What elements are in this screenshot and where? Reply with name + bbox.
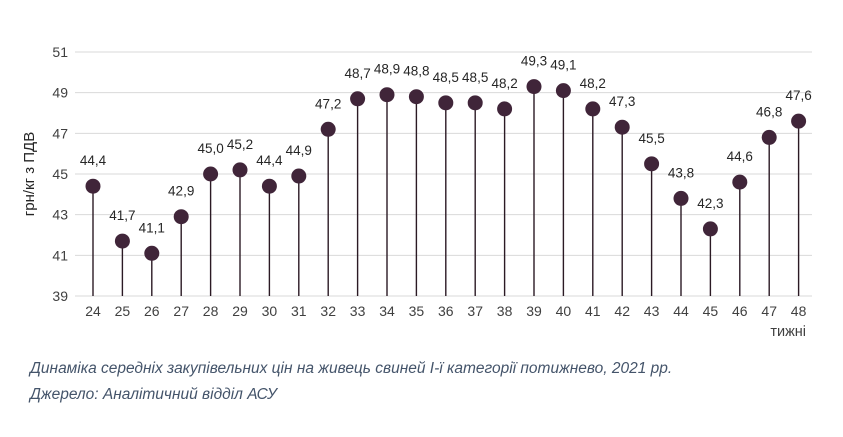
y-tick-label: 49 bbox=[52, 85, 68, 101]
x-tick-label: 40 bbox=[556, 303, 572, 319]
data-point bbox=[232, 162, 248, 178]
value-label: 48,9 bbox=[374, 62, 400, 77]
x-tick-label: 33 bbox=[350, 303, 366, 319]
caption: Динаміка середніх закупівельних цін на ж… bbox=[30, 356, 672, 408]
y-tick-label: 41 bbox=[52, 247, 68, 263]
value-label: 47,3 bbox=[609, 94, 635, 109]
value-label: 48,2 bbox=[491, 76, 517, 91]
data-point bbox=[702, 221, 718, 237]
x-tick-label: 42 bbox=[614, 303, 630, 319]
value-label: 48,5 bbox=[462, 70, 488, 85]
data-point bbox=[526, 79, 542, 95]
y-tick-label: 51 bbox=[52, 44, 68, 60]
data-point bbox=[379, 87, 395, 103]
x-tick-label: 35 bbox=[409, 303, 425, 319]
data-point bbox=[408, 89, 424, 105]
y-tick-label: 39 bbox=[52, 288, 68, 304]
value-label: 48,2 bbox=[580, 76, 606, 91]
data-point bbox=[261, 178, 277, 194]
x-tick-label: 34 bbox=[379, 303, 395, 319]
x-tick-label: 25 bbox=[115, 303, 131, 319]
x-tick-label: 36 bbox=[438, 303, 454, 319]
y-tick-label: 45 bbox=[52, 166, 68, 182]
value-label: 49,3 bbox=[521, 54, 547, 69]
x-tick-label: 32 bbox=[320, 303, 336, 319]
value-label: 45,2 bbox=[227, 137, 253, 152]
data-point bbox=[144, 245, 160, 261]
data-point bbox=[467, 95, 483, 111]
data-point bbox=[497, 101, 513, 117]
x-tick-label: 37 bbox=[467, 303, 483, 319]
value-label: 45,0 bbox=[197, 141, 223, 156]
chart-source: Джерело: Аналітичний відділ АСУ bbox=[30, 386, 277, 403]
data-point bbox=[555, 83, 571, 99]
value-label: 48,5 bbox=[433, 70, 459, 85]
x-tick-label: 39 bbox=[526, 303, 542, 319]
data-point bbox=[320, 121, 336, 137]
x-tick-label: 31 bbox=[291, 303, 307, 319]
value-label: 46,8 bbox=[756, 104, 782, 119]
data-point bbox=[791, 113, 807, 129]
x-tick-label: 29 bbox=[232, 303, 248, 319]
data-point bbox=[732, 174, 748, 190]
x-tick-label: 27 bbox=[173, 303, 189, 319]
data-point bbox=[173, 209, 189, 225]
x-tick-label: 44 bbox=[673, 303, 689, 319]
data-point bbox=[438, 95, 454, 111]
x-tick-label: 38 bbox=[497, 303, 513, 319]
value-label: 44,4 bbox=[80, 153, 107, 168]
value-label: 44,9 bbox=[286, 143, 312, 158]
value-label: 42,9 bbox=[168, 184, 194, 199]
x-tick-label: 46 bbox=[732, 303, 748, 319]
value-label: 44,4 bbox=[256, 153, 283, 168]
value-label: 43,8 bbox=[668, 165, 694, 180]
data-point bbox=[673, 190, 689, 206]
value-label: 47,6 bbox=[785, 88, 811, 103]
data-point bbox=[203, 166, 219, 182]
data-point bbox=[114, 233, 130, 249]
data-point bbox=[291, 168, 307, 184]
value-label: 44,6 bbox=[727, 149, 753, 164]
value-label: 48,7 bbox=[344, 66, 370, 81]
x-tick-label: 26 bbox=[144, 303, 160, 319]
x-tick-label: 47 bbox=[761, 303, 777, 319]
x-axis-title: тижні bbox=[770, 324, 806, 340]
x-tick-label: 43 bbox=[644, 303, 660, 319]
x-tick-label: 41 bbox=[585, 303, 601, 319]
value-label: 41,1 bbox=[139, 220, 165, 235]
data-point bbox=[644, 156, 660, 172]
x-tick-label: 48 bbox=[791, 303, 807, 319]
x-tick-label: 28 bbox=[203, 303, 219, 319]
value-label: 41,7 bbox=[109, 208, 135, 223]
data-point bbox=[585, 101, 601, 117]
data-point bbox=[614, 119, 630, 135]
value-label: 47,2 bbox=[315, 96, 341, 111]
chart-title: Динаміка середніх закупівельних цін на ж… bbox=[30, 360, 673, 377]
value-label: 45,5 bbox=[638, 131, 664, 146]
data-point bbox=[350, 91, 366, 107]
data-point bbox=[761, 129, 777, 145]
y-axis-title: грн/кг з ПДВ bbox=[21, 132, 38, 216]
chart-svg: 39 41 43 45 47 49 51 24 25 26 27 28 29 30 31 32 33 34 35 36… bbox=[21, 44, 812, 340]
y-tick-label: 47 bbox=[52, 125, 68, 141]
x-tick-label: 45 bbox=[703, 303, 719, 319]
data-point bbox=[85, 178, 101, 194]
y-tick-label: 43 bbox=[52, 207, 68, 223]
value-label: 49,1 bbox=[550, 58, 576, 73]
x-tick-label: 30 bbox=[262, 303, 278, 319]
x-tick-label: 24 bbox=[85, 303, 101, 319]
value-label: 42,3 bbox=[697, 196, 723, 211]
value-label: 48,8 bbox=[403, 64, 429, 79]
